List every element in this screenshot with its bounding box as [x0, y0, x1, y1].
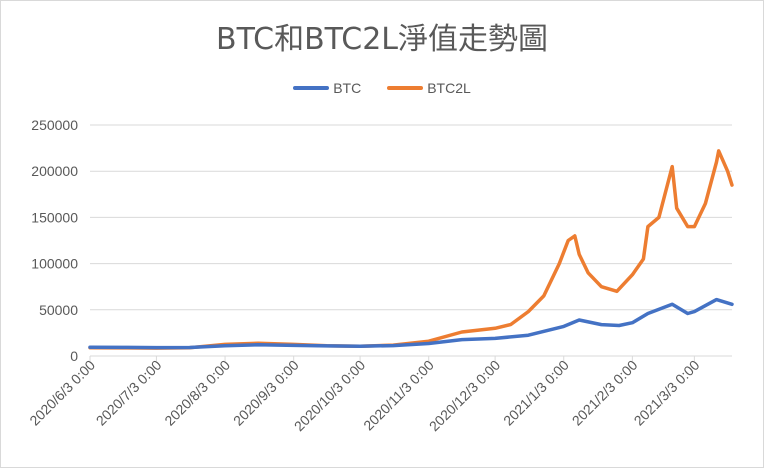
legend-label-btc2l: BTC2L [427, 80, 471, 96]
y-tick-label: 150000 [31, 209, 78, 225]
y-tick-label: 100000 [31, 256, 78, 272]
legend-swatch-btc [293, 86, 330, 90]
legend-item-btc: BTC [293, 80, 361, 96]
series-line-btc2l [88, 149, 734, 350]
chart-title: BTC和BTC2L淨值走勢圖 [216, 22, 548, 57]
y-tick-label: 250000 [31, 117, 78, 133]
x-tick-label: 2020/12/3 0:00 [426, 357, 504, 435]
x-tick-label: 2020/10/3 0:00 [291, 357, 369, 435]
x-tick-label: 2020/9/3 0:00 [230, 357, 302, 429]
y-tick-label: 50000 [39, 302, 78, 318]
y-tick-label: 0 [70, 348, 78, 364]
legend-swatch-btc2l [387, 86, 424, 90]
y-tick-label: 200000 [31, 163, 78, 179]
x-tick-label: 2021/3/3 0:00 [631, 357, 703, 429]
x-tick-label: 2020/8/3 0:00 [161, 357, 233, 429]
x-tick-label: 2020/6/3 0:00 [26, 357, 98, 429]
legend: BTC BTC2L [0, 80, 764, 96]
series-line-btc [88, 297, 734, 350]
x-tick-label: 2021/1/3 0:00 [500, 357, 572, 429]
legend-item-btc2l: BTC2L [387, 80, 471, 96]
legend-label-btc: BTC [333, 80, 362, 96]
x-tick-label: 2020/7/3 0:00 [93, 357, 165, 429]
